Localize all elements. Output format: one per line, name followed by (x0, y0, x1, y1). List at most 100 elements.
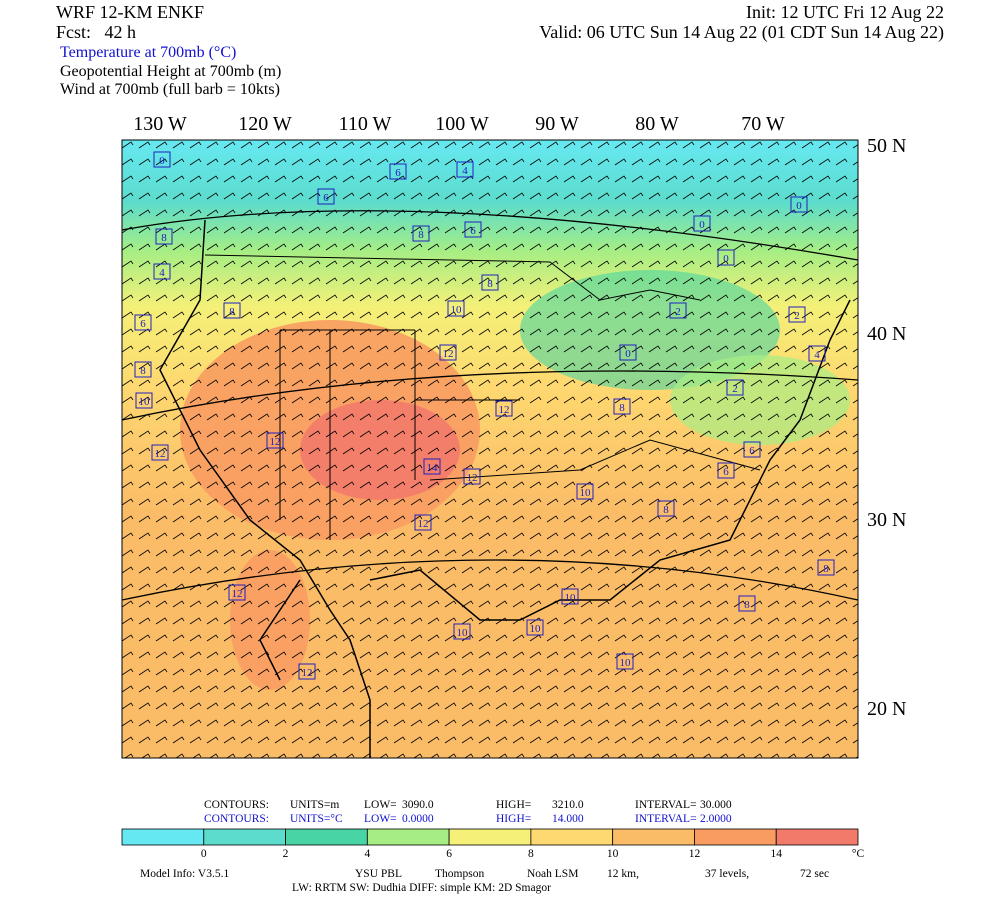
contour-label: 8 (487, 278, 493, 290)
coastline (369, 299, 851, 621)
contour-label: 6 (723, 466, 729, 478)
latitude-label: 20 N (867, 698, 906, 720)
political-boundaries (204, 254, 761, 540)
model-info-text: Thompson (435, 868, 484, 880)
contour-label-box (456, 161, 474, 178)
contour-label: 4 (462, 165, 468, 177)
longitude-label: 80 W (635, 113, 679, 135)
contour-label-box (155, 228, 173, 245)
colorbar-swatch (612, 828, 695, 846)
contour-info-text: 14.000 (552, 813, 584, 825)
colorbar-swatch (121, 828, 205, 846)
contour-label-box (657, 500, 675, 517)
contour-label-box (414, 514, 432, 531)
contour-label-box (495, 400, 513, 417)
longitude-label: 90 W (535, 113, 579, 135)
contour-label: 2 (675, 306, 681, 318)
contour-label: 4 (814, 349, 820, 361)
contour-label: 12 (232, 588, 243, 600)
contour-labels: 0 6 4 6 8 8 6 0 0 0 4 8 8 6 10 2 2 8 12 0 4 10 12 8 2 12 12 14 12 6 6 1… (134, 151, 835, 680)
contour-info-text: HIGH= (496, 799, 531, 811)
contour-label: 12 (467, 472, 478, 484)
contour-label: 10 (530, 623, 542, 635)
field-title: Temperature at 700mb (°C) (60, 44, 236, 61)
contour-info-text: LOW= (364, 813, 397, 825)
contour-label-box (481, 274, 499, 291)
colorbar-swatch (366, 828, 450, 846)
colorbar-swatch (203, 828, 286, 846)
contour-label: 6 (323, 192, 329, 204)
contour-info: CONTOURS: UNITS=m LOW= 3090.0 HIGH= 3210.0 INT… (204, 799, 732, 825)
contour-label-box (317, 188, 335, 205)
contour-label-box (134, 361, 152, 378)
contour-label: 10 (620, 657, 632, 669)
contour-label: 8 (140, 365, 146, 377)
contour-label-box (153, 263, 171, 280)
contour-label: 10 (580, 487, 592, 499)
contour-info-text: CONTOURS: (204, 799, 269, 811)
colorbar-tick-label: 4 (364, 848, 370, 860)
contour-info-text: CONTOURS: (204, 813, 269, 825)
contour-label: 12 (418, 518, 429, 530)
contour-label: 2 (794, 310, 800, 322)
contour-info-text: INTERVAL= (635, 813, 697, 825)
contour-label: 10 (451, 304, 463, 316)
contour-label: 12 (302, 667, 313, 679)
contour-label: 14 (427, 462, 439, 474)
init-time: Init: 12 UTC Fri 12 Aug 22 (746, 2, 944, 22)
colorbar-tick-label: 10 (607, 848, 619, 860)
contour-label-box (223, 302, 241, 319)
model-info: LW: RRTM SW: Dudhia DIFF: simple KM: 2D … (140, 868, 829, 894)
contour-label-box (135, 392, 153, 409)
contour-label-box (790, 196, 808, 213)
contour-label-box (743, 441, 761, 458)
coastline (159, 219, 371, 758)
model-info-text: Model Info: V3.5.1 (140, 868, 229, 880)
contour-label-box (447, 300, 465, 317)
model-info-text: 12 km, (607, 868, 639, 880)
colorbar-swatch (285, 828, 368, 846)
contour-label-box (298, 663, 316, 680)
contour-label: 10 (139, 396, 151, 408)
contour-label: 8 (744, 599, 750, 611)
longitude-label: 100 W (435, 113, 489, 135)
contour-label-box (619, 344, 637, 361)
colorbar-swatch (775, 828, 859, 846)
colorbar-swatch (694, 828, 777, 846)
colorbar-tick-label: 14 (770, 848, 782, 860)
contour-info-text: LOW= (364, 799, 397, 811)
contour-label-box (151, 444, 169, 461)
model-info-text: YSU PBL (355, 868, 402, 880)
colorbar-tick-label: 0 (201, 848, 207, 860)
contour-label-box (808, 345, 826, 362)
contour-label: 12 (443, 348, 454, 360)
colorbar-tick-label: 6 (446, 848, 452, 860)
colorbar-swatch (448, 828, 532, 846)
contour-label-box (726, 379, 744, 396)
contour-label: 2 (732, 383, 738, 395)
contour-label: 0 (796, 200, 802, 212)
contour-label: 8 (229, 306, 235, 318)
latitude-label: 40 N (867, 323, 906, 345)
model-info-text: 72 sec (800, 868, 829, 880)
contour-label-box (717, 462, 735, 479)
contour-label-box (613, 398, 631, 415)
colorbar-tick-label: 2 (283, 848, 289, 860)
contour-label: 8 (823, 563, 829, 575)
contour-label: 0 (625, 348, 631, 360)
contour-label: 8 (161, 232, 167, 244)
contour-label: 0 (159, 155, 165, 167)
forecast-hour: Fcst: 42 h (56, 22, 136, 42)
contour-label: 8 (418, 229, 424, 241)
model-name: WRF 12-KM ENKF (56, 2, 204, 22)
contour-label-box (228, 584, 246, 601)
contour-info-text: 3090.0 (402, 799, 434, 811)
contour-info-text: 3210.0 (552, 799, 584, 811)
latitude-label: 50 N (867, 135, 906, 157)
contour-label-box (153, 151, 171, 168)
longitude-label: 120 W (238, 113, 292, 135)
height-contours (122, 210, 858, 601)
contour-label-box (788, 306, 806, 323)
contour-label-box (389, 163, 407, 180)
